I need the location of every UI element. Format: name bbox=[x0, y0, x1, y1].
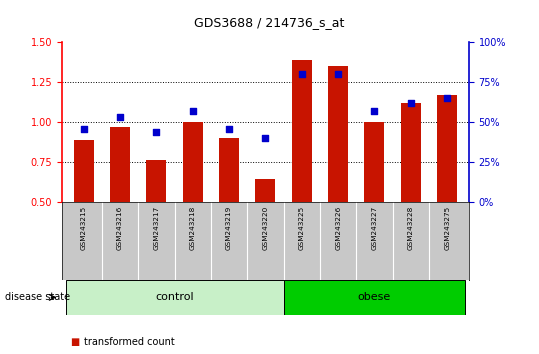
Bar bbox=[74, 140, 94, 202]
Bar bbox=[66, 280, 284, 315]
Bar bbox=[292, 60, 312, 202]
Bar bbox=[255, 179, 275, 202]
Point bbox=[334, 72, 342, 77]
Point bbox=[116, 115, 125, 120]
Text: GSM243220: GSM243220 bbox=[262, 206, 268, 250]
Point bbox=[261, 135, 270, 141]
Text: transformed count: transformed count bbox=[84, 337, 174, 347]
Point bbox=[152, 129, 161, 135]
Point bbox=[298, 72, 306, 77]
Bar bbox=[147, 160, 167, 202]
Text: ■: ■ bbox=[70, 337, 79, 347]
Bar bbox=[183, 122, 203, 202]
Bar bbox=[364, 122, 384, 202]
Text: GSM243215: GSM243215 bbox=[81, 206, 87, 250]
Text: disease state: disease state bbox=[5, 292, 71, 302]
Text: GSM243219: GSM243219 bbox=[226, 206, 232, 250]
Text: GSM243227: GSM243227 bbox=[371, 206, 377, 250]
Text: GSM243217: GSM243217 bbox=[154, 206, 160, 250]
Text: GSM243225: GSM243225 bbox=[299, 206, 305, 250]
Point bbox=[189, 108, 197, 114]
Text: GSM243228: GSM243228 bbox=[408, 206, 414, 250]
Text: GSM243218: GSM243218 bbox=[190, 206, 196, 250]
Bar bbox=[401, 103, 421, 202]
Bar bbox=[219, 138, 239, 202]
Bar bbox=[328, 67, 348, 202]
Text: control: control bbox=[155, 292, 194, 302]
Text: GSM243226: GSM243226 bbox=[335, 206, 341, 250]
Text: GDS3688 / 214736_s_at: GDS3688 / 214736_s_at bbox=[195, 16, 344, 29]
Point bbox=[443, 96, 452, 101]
Text: GSM243216: GSM243216 bbox=[117, 206, 123, 250]
Bar bbox=[284, 280, 465, 315]
Bar bbox=[110, 127, 130, 202]
Point bbox=[79, 126, 88, 131]
Text: GSM243275: GSM243275 bbox=[444, 206, 450, 250]
Point bbox=[225, 126, 233, 131]
Text: obese: obese bbox=[358, 292, 391, 302]
Point bbox=[406, 100, 415, 106]
Point bbox=[370, 108, 379, 114]
Bar bbox=[437, 95, 457, 202]
